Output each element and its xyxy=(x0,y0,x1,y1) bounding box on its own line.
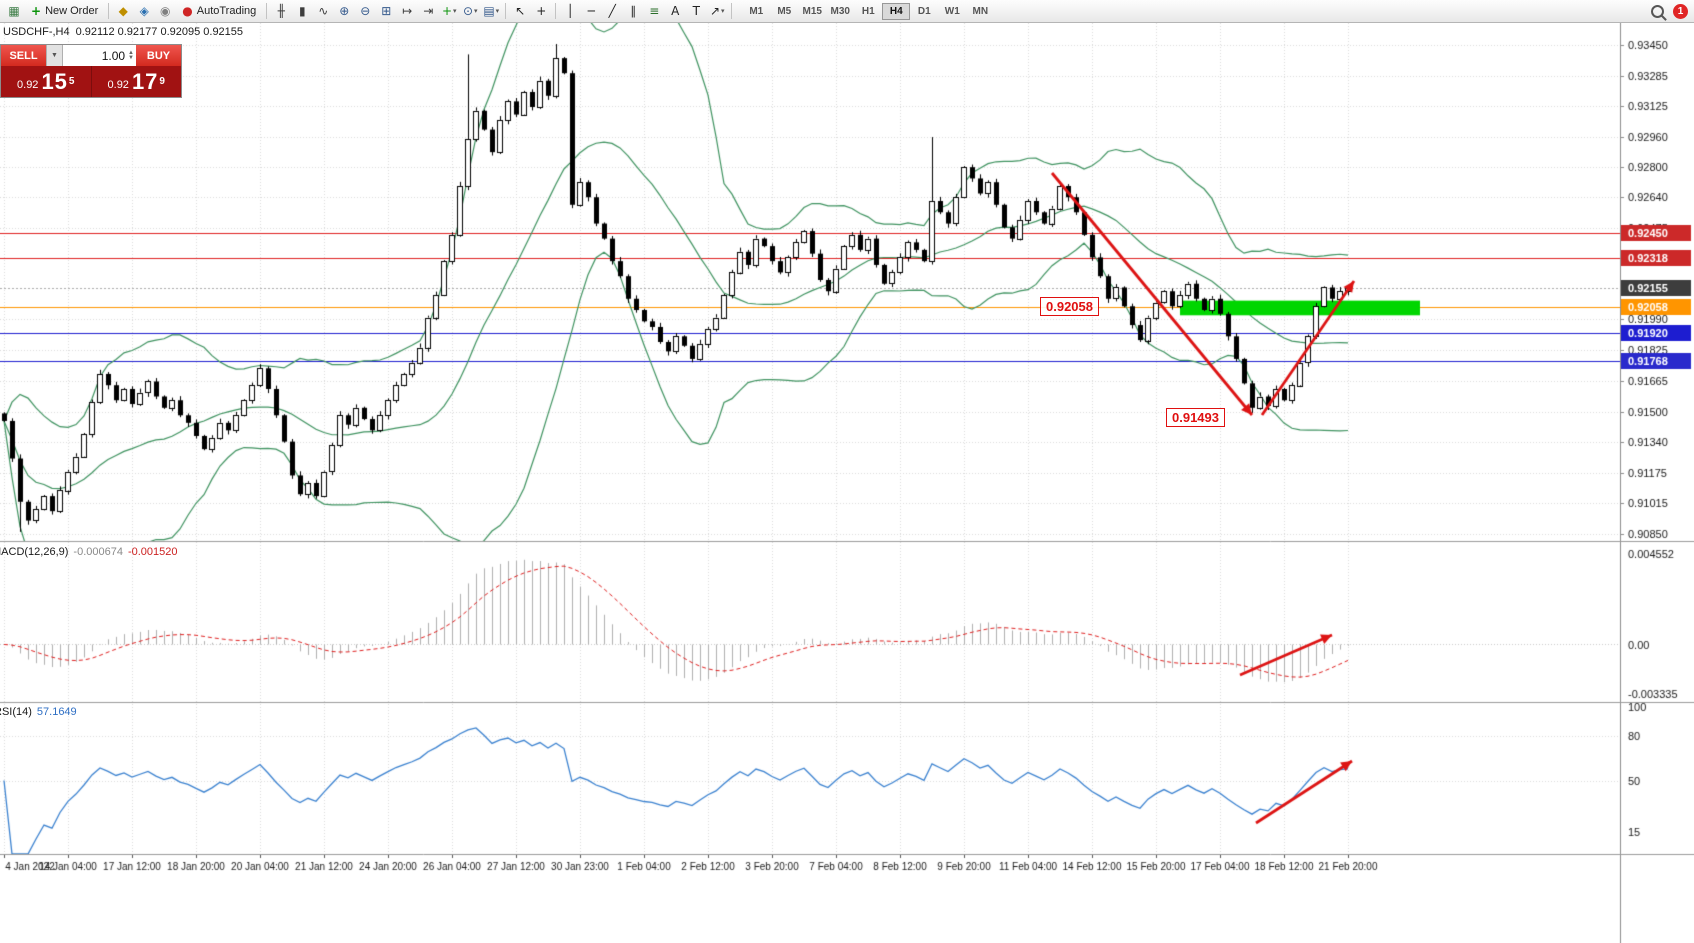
crosshair-icon[interactable]: + xyxy=(536,4,547,18)
timeframe-w1[interactable]: W1 xyxy=(944,5,960,17)
timeframe-m30[interactable]: M30 xyxy=(830,5,850,17)
chart-canvas[interactable] xyxy=(0,23,1694,943)
price-level-annotation[interactable]: 0.92058 xyxy=(1040,297,1099,316)
arrows-tool-icon[interactable]: ↗ ▾ xyxy=(709,4,725,18)
bar-chart-icon[interactable]: ╫ xyxy=(277,4,285,18)
timeframe-group: M1 M5 M15 M30 H1 H4 D1 W1 MN xyxy=(742,2,994,20)
rsi-indicator-label: RSI(14)57.1649 xyxy=(0,706,77,718)
volume-input[interactable]: 1.00 ▲ ▼ xyxy=(63,45,136,66)
new-order-button[interactable]: + New Order xyxy=(31,4,99,18)
toolbar-separator xyxy=(266,3,268,19)
toolbar-separator xyxy=(505,3,507,19)
indicators-icon[interactable]: + ▾ xyxy=(441,4,457,18)
swing-low-annotation[interactable]: 0.91493 xyxy=(1166,408,1225,427)
volume-dropdown[interactable]: ▼ xyxy=(46,45,63,66)
ohlc-values: 0.92112 0.92177 0.92095 0.92155 xyxy=(75,26,244,38)
volume-up-button[interactable]: ▲ xyxy=(128,49,134,56)
macd-indicator-label: MACD(12,26,9)-0.000674-0.001520 xyxy=(0,546,178,558)
vertical-line-icon[interactable]: │ xyxy=(566,4,574,18)
text-icon[interactable]: A xyxy=(671,4,680,18)
buy-button[interactable]: BUY xyxy=(136,45,181,66)
search-icon[interactable] xyxy=(1651,4,1664,18)
buy-price[interactable]: 0.92 17 9 xyxy=(91,66,181,97)
timeframe-h4[interactable]: H4 xyxy=(882,2,911,20)
chart-shift-icon[interactable]: ⇥ xyxy=(423,4,434,18)
autotrading-button-icon: ● xyxy=(182,4,193,18)
timeframe-h1[interactable]: H1 xyxy=(861,5,875,17)
sell-button[interactable]: SELL xyxy=(1,45,46,66)
volume-down-button[interactable]: ▼ xyxy=(128,54,134,61)
new-chart-icon[interactable]: ▦ xyxy=(8,4,20,18)
auto-scroll-icon[interactable]: ↦ xyxy=(402,4,413,18)
new-order-button-icon: + xyxy=(31,4,42,18)
tile-windows-icon[interactable]: ⊞ xyxy=(381,4,392,18)
timeframe-d1[interactable]: D1 xyxy=(917,5,931,17)
toolbar-separator xyxy=(555,3,557,19)
zoom-out-icon[interactable]: ⊖ xyxy=(360,4,371,18)
equidistant-channel-icon[interactable]: ∥ xyxy=(630,4,637,18)
timeframe-m5[interactable]: M5 xyxy=(777,5,792,17)
notification-badge[interactable]: 1 xyxy=(1673,3,1688,19)
toolbar-separator xyxy=(108,3,110,19)
zoom-in-icon[interactable]: ⊕ xyxy=(339,4,350,18)
scripts-icon[interactable]: ◈ xyxy=(139,4,149,18)
periods-icon[interactable]: ⊙ ▾ xyxy=(462,4,478,18)
toolbar: ▦ + New Order ◆ ◈ ◉ ● AutoTrading ╫ ▮ ∿ ⊕ ⊖ ⊞ ↦ ⇥ + ▾ ⊙ ▾ ▤ ▾… xyxy=(0,0,1694,23)
horizontal-line-icon[interactable]: ─ xyxy=(587,4,595,18)
timeframe-m15[interactable]: M15 xyxy=(802,5,822,17)
chart-ohlc-header: USDCHF-,H4 0.92112 0.92177 0.92095 0.9215… xyxy=(3,26,243,38)
one-click-trading-panel: SELL ▼ 1.00 ▲ ▼ BUY 0.92 15 5 0.92 17 9 xyxy=(0,44,182,98)
candlestick-chart-icon[interactable]: ▮ xyxy=(298,4,306,18)
fibonacci-icon[interactable]: ≡ xyxy=(649,4,660,18)
line-chart-icon[interactable]: ∿ xyxy=(318,4,329,18)
text-label-icon[interactable]: T xyxy=(692,4,700,18)
signals-icon[interactable]: ◉ xyxy=(160,4,171,18)
timeframe-mn[interactable]: MN xyxy=(972,5,989,17)
trendline-icon[interactable]: ╱ xyxy=(608,4,616,18)
timeframe-m1[interactable]: M1 xyxy=(749,5,764,17)
expert-advisors-icon[interactable]: ◆ xyxy=(118,4,128,18)
templates-icon[interactable]: ▤ ▾ xyxy=(483,4,500,18)
symbol-period-label: USDCHF-,H4 xyxy=(3,26,70,38)
volume-value: 1.00 xyxy=(101,48,126,63)
sell-price[interactable]: 0.92 15 5 xyxy=(1,66,91,97)
cursor-icon[interactable]: ↖ xyxy=(515,4,526,18)
autotrading-button[interactable]: ● AutoTrading xyxy=(182,4,257,18)
toolbar-separator xyxy=(731,3,733,19)
